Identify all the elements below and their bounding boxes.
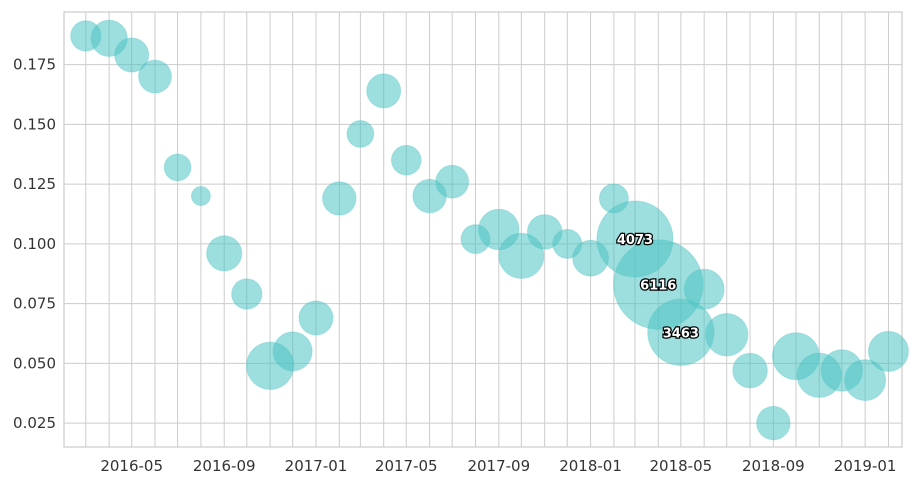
x-tick-label: 2017-05 [375,457,438,475]
x-tick-label: 2016-09 [193,457,256,475]
bubble [190,186,211,207]
bubble [231,278,263,310]
x-tick-label: 2018-05 [649,457,712,475]
y-axis-ticks: 0.025 0.050 0.075 0.100 0.125 0.150 0.175 [13,56,56,433]
bubble [756,405,791,441]
x-tick-label: 2018-01 [559,457,622,475]
bubble [683,268,725,310]
plot-frame [63,11,903,448]
bubble [272,331,313,372]
bubble [732,352,768,389]
x-tick-label: 2019-01 [834,457,897,475]
bubble [390,144,422,176]
bubble-labels: 4073 6116 3463 [616,232,701,343]
x-tick-label: 2017-01 [285,457,348,475]
y-tick-label: 0.050 [13,354,56,372]
x-tick-label: 2018-09 [742,457,805,475]
y-tick-label: 0.175 [13,56,56,74]
bubble-value-label: 3463 [663,326,699,341]
y-tick-label: 0.100 [13,235,56,253]
bubble [206,235,243,272]
bubble [298,300,334,336]
bubble [498,232,545,279]
bubble [844,359,887,402]
bubble-value-label: 6116 [640,278,676,293]
x-axis-ticks: 2016-05 2016-09 2017-01 2017-05 2017-09 2018-… [100,457,896,475]
y-tick-label: 0.025 [13,414,56,432]
y-tick-label: 0.150 [13,115,56,133]
bubble [346,119,375,148]
bubble [366,73,402,109]
y-tick-label: 0.075 [13,295,56,313]
y-tick-label: 0.125 [13,175,56,193]
bubble-value-label: 4073 [617,233,653,248]
bubble [322,181,357,216]
bubble [163,153,192,182]
x-tick-label: 2017-09 [467,457,530,475]
bubble [435,164,470,199]
bubble [867,330,909,372]
x-tick-label: 2016-05 [100,457,163,475]
bubble [138,59,172,94]
bubble [114,37,150,73]
bubble [705,312,749,357]
bubble-series [70,19,909,441]
